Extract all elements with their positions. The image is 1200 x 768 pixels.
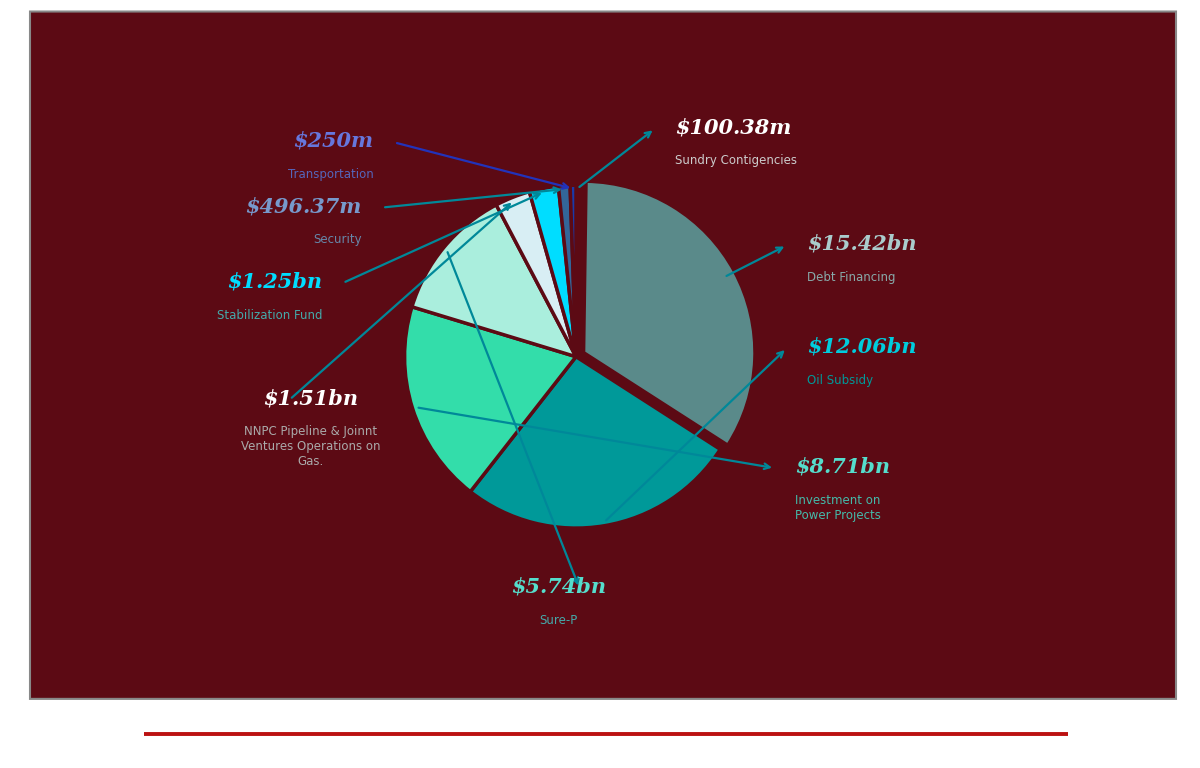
Text: $496.37m: $496.37m xyxy=(245,196,361,216)
Wedge shape xyxy=(570,185,576,356)
Text: Sure-P: Sure-P xyxy=(540,614,578,627)
Text: Oil Subsidy: Oil Subsidy xyxy=(808,374,874,387)
Text: Debt Financing: Debt Financing xyxy=(808,271,896,284)
Wedge shape xyxy=(529,186,576,356)
Text: Stabilization Fund: Stabilization Fund xyxy=(217,309,323,322)
Text: Investment on
Power Projects: Investment on Power Projects xyxy=(796,494,881,521)
Wedge shape xyxy=(404,307,576,492)
Wedge shape xyxy=(412,205,576,356)
Wedge shape xyxy=(558,185,576,356)
Text: $100.38m: $100.38m xyxy=(676,118,792,137)
FancyBboxPatch shape xyxy=(30,12,1176,699)
Text: Sundry Contigencies: Sundry Contigencies xyxy=(676,154,798,167)
Text: $250m: $250m xyxy=(294,131,373,151)
Wedge shape xyxy=(470,356,720,528)
Text: $1.51bn: $1.51bn xyxy=(263,388,358,408)
Text: NNPC Pipeline & Joinnt
Ventures Operations on
Gas.: NNPC Pipeline & Joinnt Ventures Operatio… xyxy=(240,425,380,468)
Text: Transportation: Transportation xyxy=(288,168,373,181)
Wedge shape xyxy=(497,192,576,356)
Text: $1.25bn: $1.25bn xyxy=(227,272,323,292)
Text: $5.74bn: $5.74bn xyxy=(511,577,606,597)
Wedge shape xyxy=(583,181,755,445)
Text: Security: Security xyxy=(313,233,361,247)
Text: $8.71bn: $8.71bn xyxy=(796,457,890,477)
Text: $12.06bn: $12.06bn xyxy=(808,336,917,356)
Text: $15.42bn: $15.42bn xyxy=(808,233,917,253)
Wedge shape xyxy=(576,185,578,356)
